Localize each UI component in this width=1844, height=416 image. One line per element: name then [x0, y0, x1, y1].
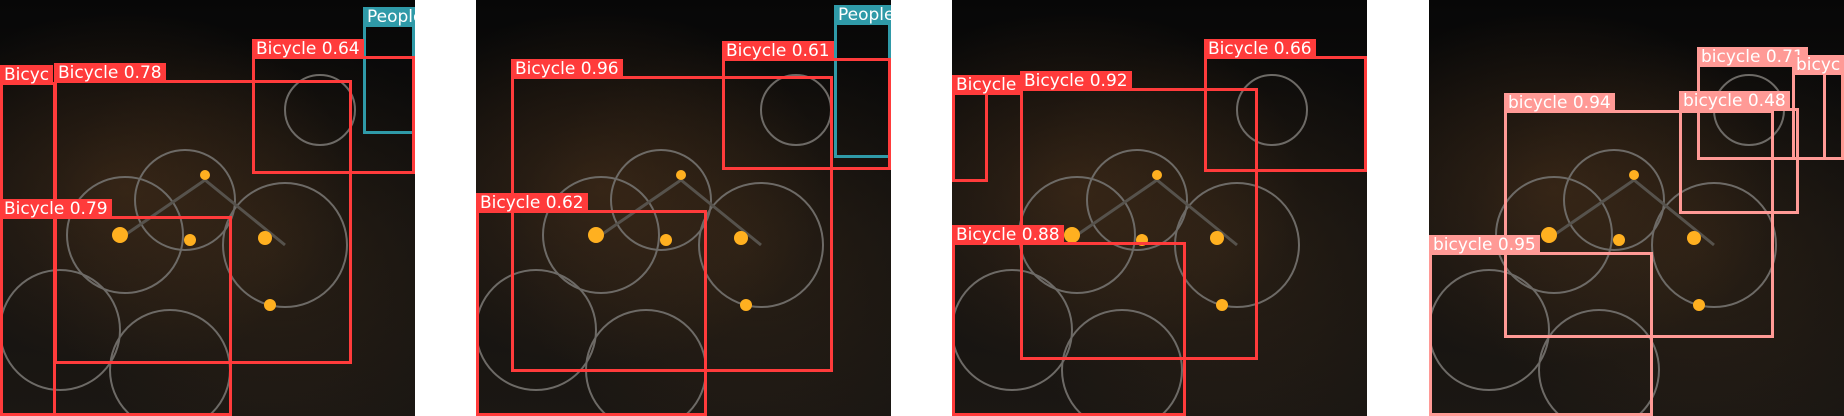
detection-label: Bicycle 0.64 [252, 39, 364, 59]
detection-label: bicycle 0.94 [1504, 93, 1615, 113]
detection-box: Bicycle 0.61 [722, 41, 891, 170]
detection-box: bicycle 0.71 [1697, 47, 1826, 160]
detection-label: Bicycle 0.79 [0, 199, 112, 219]
detection-label: Bicycle 0.78 [54, 63, 166, 83]
detection-box: Bicycle 0.78 [54, 63, 352, 364]
detection-box: Bicycle 0.62 [476, 193, 707, 416]
detection-label: Bicycle 0.96 [511, 59, 623, 79]
detection-box: bicycle 0.48 [1679, 91, 1799, 214]
image-panel-4: bicycle 0.71 bicyc bicycle 0.94 bicycle … [1429, 0, 1844, 416]
image-panel-3: Bicycle Bicycle 0.92 Bicycle 0.66 Bicycl… [952, 0, 1367, 416]
detection-box: bicyc [1792, 55, 1844, 160]
detection-label: People [363, 7, 415, 27]
detection-box: bicycle 0.95 [1429, 235, 1653, 416]
image-panel-1: People Bicyc Bicycle 0.78 Bicycle 0.64 B… [0, 0, 415, 416]
detection-label: Bicycle 0.88 [952, 225, 1064, 245]
detection-label: Bicycle 0.66 [1204, 39, 1316, 59]
detection-box: Bicycle 0.66 [1204, 39, 1367, 172]
detection-box: Bicycle [952, 75, 1021, 182]
detection-label: bicycle 0.48 [1679, 91, 1790, 111]
detection-label: People [834, 5, 891, 25]
detection-label: bicycle 0.95 [1429, 235, 1540, 255]
detection-label: Bicycle [952, 75, 1021, 95]
detection-box: Bicycle 0.96 [511, 59, 833, 372]
detection-box: Bicycle 0.92 [1020, 71, 1258, 360]
detection-label: bicycle 0.71 [1697, 47, 1808, 67]
detection-label: Bicycle 0.62 [476, 193, 588, 213]
detection-box: Bicycle 0.79 [0, 199, 232, 416]
detection-box: Bicycle 0.88 [952, 225, 1186, 416]
detection-box: Bicycle 0.64 [252, 39, 415, 174]
detection-label: Bicycle 0.92 [1020, 71, 1132, 91]
detection-box: People [834, 5, 891, 158]
detection-box: bicycle 0.94 [1504, 93, 1774, 338]
detection-label: Bicyc [0, 65, 54, 85]
detection-label: bicyc [1792, 55, 1844, 75]
detection-label: Bicycle 0.61 [722, 41, 834, 61]
image-panel-2: People Bicycle 0.96 Bicycle 0.61 Bicycle… [476, 0, 891, 416]
